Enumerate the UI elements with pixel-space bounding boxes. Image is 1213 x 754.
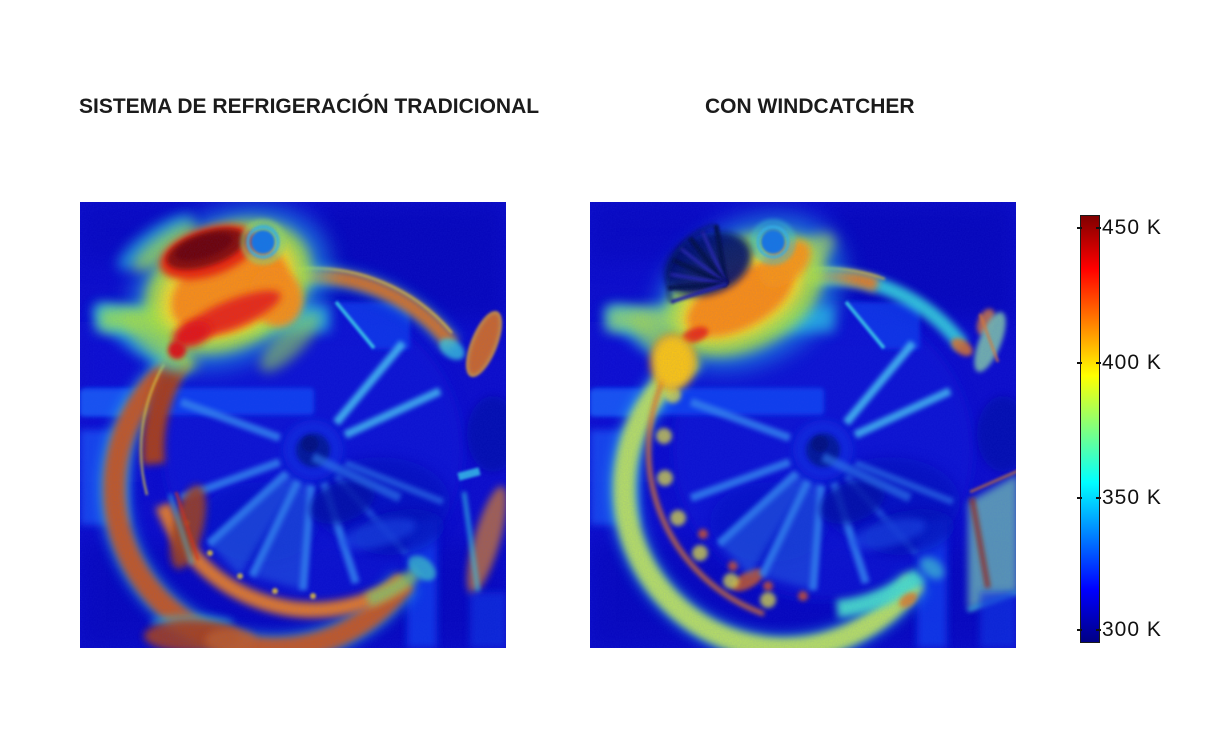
colorbar-tick-400 <box>1077 362 1082 364</box>
colorbar-label-300k: 300 K <box>1102 618 1162 641</box>
colorbar-label-400k: 400 K <box>1102 351 1162 374</box>
colorbar-tick-400 <box>1096 362 1101 364</box>
colorbar-tick-450 <box>1096 227 1101 229</box>
thermal-noise-overlay <box>590 202 1016 648</box>
colorbar-tick-450 <box>1077 227 1082 229</box>
colorbar-tick-300 <box>1096 629 1101 631</box>
colorbar-tick-300 <box>1077 629 1082 631</box>
title-windcatcher: CON WINDCATCHER <box>705 95 915 118</box>
colorbar: 450 K 400 K 350 K 300 K <box>1077 215 1210 643</box>
colorbar-tick-350 <box>1096 497 1101 499</box>
title-traditional: SISTEMA DE REFRIGERACIÓN TRADICIONAL <box>79 95 540 118</box>
colorbar-gradient <box>1080 215 1100 643</box>
colorbar-tick-350 <box>1077 497 1082 499</box>
thermal-noise-overlay <box>80 202 506 648</box>
colorbar-label-350k: 350 K <box>1102 486 1162 509</box>
thermal-image-windcatcher <box>590 202 1016 648</box>
colorbar-label-450k: 450 K <box>1102 216 1162 239</box>
thermal-image-traditional <box>80 202 506 648</box>
